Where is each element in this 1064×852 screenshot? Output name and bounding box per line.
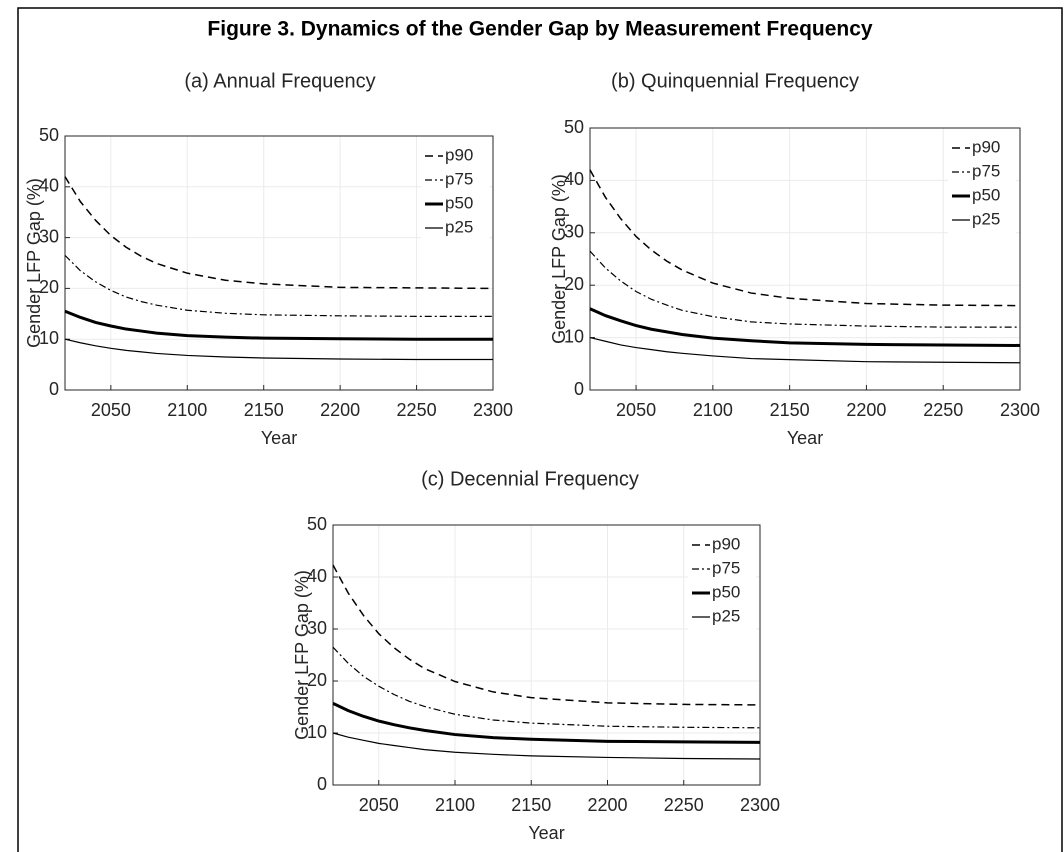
y-tick-label: 30 bbox=[307, 618, 327, 638]
y-tick-label: 0 bbox=[49, 379, 59, 399]
x-tick-label: 2050 bbox=[616, 400, 656, 420]
series-line bbox=[589, 250, 1020, 328]
x-tick-label: 2300 bbox=[473, 400, 513, 420]
y-axis-label: Gender LFP Gap (%) bbox=[549, 174, 569, 344]
legend-label: p50 bbox=[712, 582, 740, 601]
legend-label: p25 bbox=[712, 606, 740, 625]
y-axis-label: Gender LFP Gap (%) bbox=[292, 570, 312, 740]
x-tick-label: 2250 bbox=[664, 795, 704, 815]
x-tick-label: 2050 bbox=[91, 400, 131, 420]
legend-box bbox=[421, 140, 489, 244]
x-tick-label: 2200 bbox=[320, 400, 360, 420]
x-tick-label: 2100 bbox=[435, 795, 475, 815]
legend-label: p50 bbox=[972, 185, 1000, 204]
series-line bbox=[332, 732, 761, 760]
plot-frame bbox=[332, 524, 761, 786]
chart-title: (b) Quinquennial Frequency bbox=[611, 70, 859, 92]
y-tick-label: 20 bbox=[564, 274, 584, 294]
legend-label: p25 bbox=[445, 217, 473, 236]
y-tick-label: 40 bbox=[307, 566, 327, 586]
series-line bbox=[332, 646, 761, 729]
y-tick-label: 0 bbox=[574, 379, 584, 399]
x-tick-label: 2250 bbox=[923, 400, 963, 420]
y-tick-label: 30 bbox=[564, 222, 584, 242]
x-tick-label: 2100 bbox=[167, 400, 207, 420]
series-line bbox=[589, 307, 1021, 347]
x-tick-label: 2200 bbox=[587, 795, 627, 815]
legend-label: p25 bbox=[972, 209, 1000, 228]
x-tick-label: 2300 bbox=[1000, 400, 1040, 420]
y-tick-label: 10 bbox=[307, 722, 327, 742]
x-tick-label: 2050 bbox=[359, 795, 399, 815]
series-line bbox=[64, 254, 493, 317]
y-tick-label: 20 bbox=[39, 277, 59, 297]
y-tick-label: 30 bbox=[39, 226, 59, 246]
series-line bbox=[64, 338, 493, 361]
x-tick-label: 2300 bbox=[740, 795, 780, 815]
series-line bbox=[589, 169, 1021, 307]
y-tick-label: 40 bbox=[39, 176, 59, 196]
y-axis-label: Gender LFP Gap (%) bbox=[24, 178, 44, 348]
legend-label: p50 bbox=[445, 193, 473, 212]
chart-title: (a) Annual Frequency bbox=[184, 70, 375, 92]
legend-label: p75 bbox=[712, 558, 740, 577]
series-line bbox=[589, 337, 1021, 364]
x-tick-label: 2150 bbox=[244, 400, 284, 420]
legend-label: p90 bbox=[445, 145, 473, 164]
plot-frame bbox=[64, 135, 494, 391]
y-tick-label: 20 bbox=[307, 670, 327, 690]
y-tick-label: 0 bbox=[317, 774, 327, 794]
figure-border bbox=[17, 7, 1063, 852]
x-tick-label: 2150 bbox=[511, 795, 551, 815]
y-tick-label: 10 bbox=[39, 328, 59, 348]
series-line bbox=[332, 702, 761, 744]
chart-title: (c) Decennial Frequency bbox=[421, 468, 639, 490]
plot-frame bbox=[589, 127, 1021, 391]
y-tick-label: 50 bbox=[564, 117, 584, 137]
y-tick-label: 50 bbox=[307, 514, 327, 534]
x-tick-label: 2100 bbox=[693, 400, 733, 420]
x-tick-label: 2150 bbox=[770, 400, 810, 420]
series-line bbox=[332, 564, 761, 706]
x-tick-label: 2250 bbox=[397, 400, 437, 420]
y-tick-label: 40 bbox=[564, 169, 584, 189]
series-line bbox=[64, 309, 493, 341]
legend-label: p75 bbox=[445, 169, 473, 188]
legend-box bbox=[948, 132, 1016, 236]
legend-label: p75 bbox=[972, 161, 1000, 180]
figure-title: Figure 3. Dynamics of the Gender Gap by … bbox=[207, 18, 873, 41]
y-tick-label: 50 bbox=[39, 125, 59, 145]
legend-label: p90 bbox=[972, 137, 1000, 156]
y-tick-label: 10 bbox=[564, 326, 584, 346]
x-tick-label: 2200 bbox=[846, 400, 886, 420]
legend-box bbox=[688, 529, 756, 633]
x-axis-label: Year bbox=[528, 823, 564, 843]
x-axis-label: Year bbox=[787, 428, 823, 448]
legend-label: p90 bbox=[712, 534, 740, 553]
series-line bbox=[64, 176, 494, 290]
x-axis-label: Year bbox=[261, 428, 297, 448]
